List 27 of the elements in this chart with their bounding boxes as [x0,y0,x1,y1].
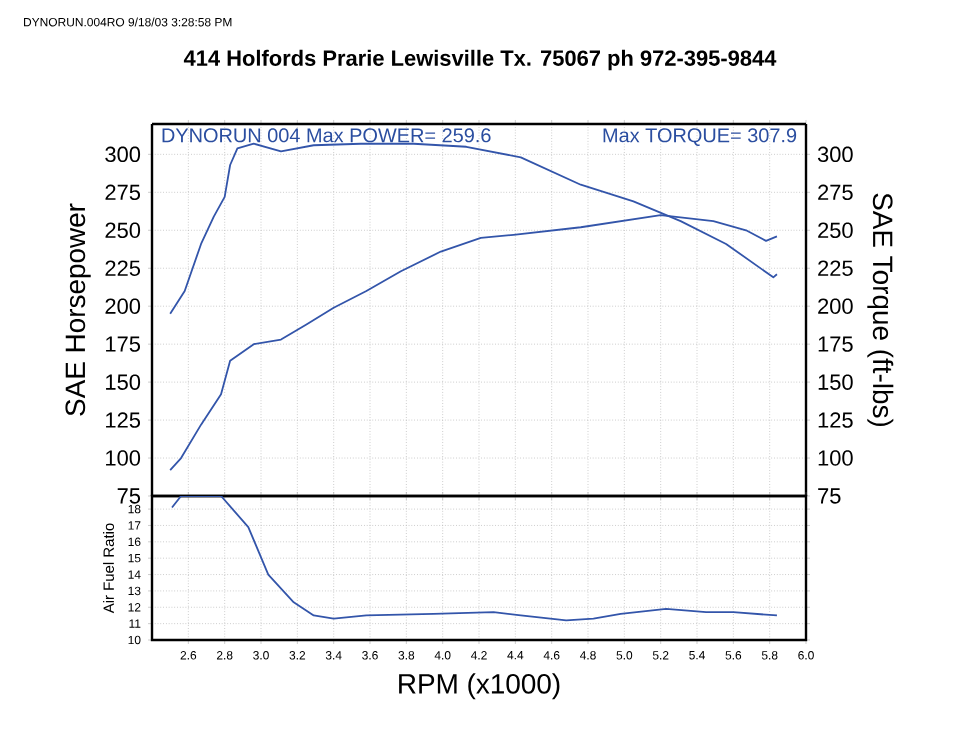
y2-tick-label: 275 [818,184,853,201]
y2-tick-label: 175 [818,336,853,352]
x-axis-title: RPM (x1000) [399,673,560,700]
y-tick-label: 75 [117,488,141,504]
y2-tick-label: 250 [818,222,853,239]
y-tick-label: 275 [105,184,141,201]
y-tick-label: 250 [105,222,141,239]
y-tick-label: 125 [106,412,141,428]
y2-tick-label: 125 [818,412,853,428]
annotation: DYNORUN 004 Max POWER= 259.6 [162,128,491,143]
y-tick-label: 150 [106,374,141,390]
annotation: Max TORQUE= 307.9 [603,128,797,146]
y2-tick-label: 300 [817,146,853,163]
y2-axis-title: SAE Torque (ft-lbs) [867,193,894,427]
chart-title: 414 Holfords Prarie Lewisville Tx. 75067 ph 972-395-9844 [183,49,777,71]
y2-tick-label: 75 [818,488,841,504]
y-axis-title: SAE Horsepower [65,203,91,416]
y-tick-label: 300 [105,146,141,163]
y-tick-label: 100 [106,450,141,466]
y2-tick-label: 200 [818,298,853,314]
line-series [171,496,778,622]
y2-tick-label: 225 [818,260,853,276]
y2-tick-label: 150 [818,374,853,390]
y-tick-label: 225 [105,260,141,276]
y2-tick-label: 100 [818,450,853,466]
y-tick-label: 175 [106,336,141,352]
y-tick-label: 200 [105,298,141,314]
